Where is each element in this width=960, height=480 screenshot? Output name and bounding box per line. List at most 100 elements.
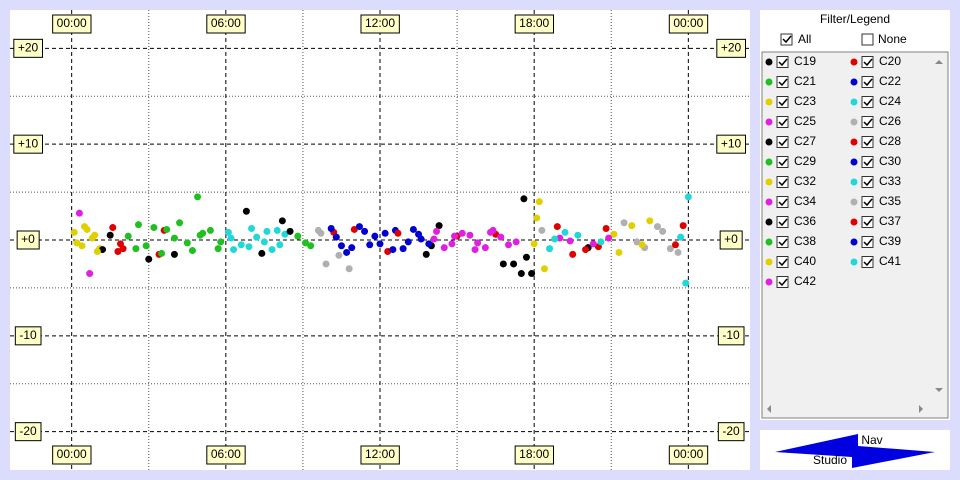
legend-label: C27 — [794, 134, 816, 148]
legend-checkbox[interactable] — [776, 196, 789, 208]
legend-checkbox[interactable] — [776, 116, 789, 128]
data-point — [504, 241, 512, 249]
scroll-up[interactable] — [935, 60, 943, 64]
tick-label-box — [716, 38, 747, 58]
legend-checkbox[interactable] — [776, 176, 789, 188]
data-point — [188, 247, 196, 255]
legend-checkbox[interactable] — [861, 156, 874, 168]
data-point — [417, 235, 425, 243]
data-point — [301, 239, 309, 247]
legend-check — [778, 98, 788, 107]
data-point — [132, 245, 140, 253]
legend-check — [778, 118, 788, 127]
legend-checkbox[interactable] — [861, 116, 874, 128]
tick-label-box — [514, 14, 555, 34]
legend-label: C23 — [794, 94, 816, 108]
data-point — [566, 237, 574, 245]
legend-checkbox[interactable] — [861, 216, 874, 228]
legend-check — [863, 138, 873, 147]
v-scrollbar[interactable] — [930, 53, 947, 401]
all-check — [782, 35, 792, 44]
data-point — [163, 225, 171, 233]
data-point — [430, 235, 438, 243]
h-scrollbar[interactable] — [763, 401, 930, 417]
legend-check — [778, 218, 788, 227]
legend-checkbox[interactable] — [776, 156, 789, 168]
data-point — [337, 242, 345, 250]
data-point — [409, 225, 417, 233]
legend-marker — [850, 138, 858, 146]
tick-label-box — [717, 326, 745, 346]
legend-checkbox[interactable] — [861, 76, 874, 88]
data-point — [93, 248, 101, 255]
legend-checkbox[interactable] — [861, 256, 874, 268]
data-point — [569, 250, 577, 258]
data-point — [70, 228, 78, 236]
legend-checkbox[interactable] — [776, 216, 789, 228]
data-point — [276, 241, 284, 249]
data-point — [350, 225, 358, 233]
data-point — [666, 245, 674, 253]
legend-marker — [765, 78, 773, 86]
legend-label: C42 — [794, 274, 816, 288]
legend-checkbox[interactable] — [776, 96, 789, 108]
nav-label[interactable]: Nav — [861, 433, 882, 447]
tick-label-box — [13, 38, 44, 58]
data-point — [659, 227, 667, 235]
legend-checkbox[interactable] — [776, 76, 789, 88]
none-label[interactable]: None — [878, 32, 907, 46]
legend-checkbox[interactable] — [776, 56, 789, 68]
data-point — [486, 228, 494, 236]
scroll-right[interactable] — [919, 405, 923, 413]
legend-checkbox[interactable] — [861, 96, 874, 108]
data-point — [399, 245, 407, 253]
data-point — [332, 233, 340, 241]
data-point — [654, 223, 661, 231]
data-point — [633, 238, 641, 246]
data-point — [574, 231, 582, 239]
data-point — [682, 279, 690, 287]
y-tick-label: -10 — [722, 328, 740, 342]
scroll-left[interactable] — [767, 405, 771, 413]
nav-button[interactable]: Nav Studio — [760, 430, 950, 470]
legend-checkbox[interactable] — [861, 176, 874, 188]
legend-checkbox[interactable] — [776, 256, 789, 268]
data-point — [371, 232, 379, 240]
studio-label[interactable]: Studio — [813, 453, 847, 467]
legend-label: C38 — [794, 234, 816, 248]
legend-checkbox[interactable] — [861, 236, 874, 248]
legend-checkbox[interactable] — [861, 56, 874, 68]
all-label[interactable]: All — [798, 32, 811, 46]
legend-label: C37 — [879, 214, 901, 228]
data-point — [458, 229, 466, 237]
legend-check — [863, 178, 873, 187]
legend-label: C39 — [879, 234, 901, 248]
legend-title: Filter/Legend — [820, 12, 890, 26]
legend-checkbox[interactable] — [776, 276, 789, 288]
legend-label: C36 — [794, 214, 816, 228]
tick-label-box — [206, 14, 246, 34]
legend-checkbox[interactable] — [776, 236, 789, 248]
data-point — [116, 240, 124, 248]
data-point — [86, 270, 94, 278]
legend-checkbox[interactable] — [861, 136, 874, 148]
tick-label-box — [668, 445, 709, 465]
data-point — [258, 249, 266, 257]
data-point — [425, 240, 433, 248]
data-point — [170, 234, 178, 242]
data-point — [196, 231, 204, 239]
x-tick-label: 00:00 — [57, 16, 87, 30]
none-checkbox[interactable] — [861, 33, 874, 46]
tick-label-box — [717, 422, 745, 442]
legend-checkbox[interactable] — [776, 136, 789, 148]
y-tick-label: -20 — [722, 424, 740, 438]
legend-checkbox[interactable] — [861, 196, 874, 208]
x-tick-label: 00:00 — [673, 16, 703, 30]
scroll-down[interactable] — [935, 388, 943, 392]
legend-label: C30 — [879, 154, 901, 168]
legend-label: C34 — [794, 194, 816, 208]
y-tick-label: +10 — [18, 136, 39, 150]
legend-label: C41 — [879, 254, 901, 268]
legend-marker — [850, 158, 858, 166]
all-checkbox[interactable] — [780, 33, 793, 46]
